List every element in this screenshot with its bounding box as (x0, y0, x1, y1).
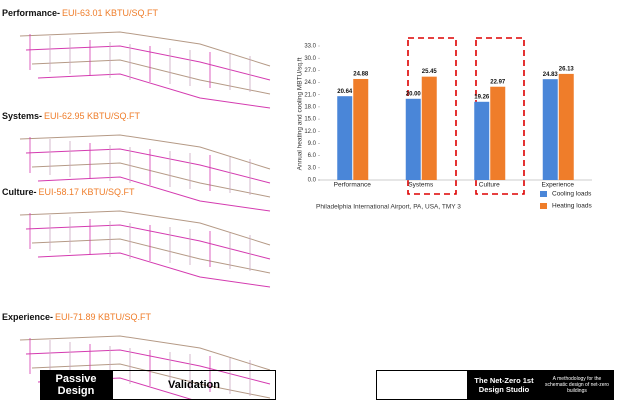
building-line (38, 253, 270, 287)
x-tick-label: Experience (541, 182, 574, 189)
footer-note: A methodology for the schematic design o… (540, 370, 614, 400)
chart: Annual heating and cooling MBTU/sq.ft Ph… (297, 38, 593, 211)
y-tick-label: 24.0 (304, 80, 316, 86)
legend-swatch (540, 191, 547, 197)
page: Performance-EUI-63.01 KBTU/SQ.FT Systems-… (0, 0, 626, 400)
footer-left-subtitle: Validation (112, 370, 276, 400)
building-sketch (20, 211, 270, 287)
y-tick-label: 15.0 (304, 117, 316, 123)
studio-line: Design Studio (479, 385, 529, 394)
value-label: 20.64 (337, 89, 353, 95)
bar (490, 87, 505, 180)
building-sketch (20, 32, 270, 108)
building-line (38, 74, 270, 108)
panel-eui: EUI-58.17 KBTU/SQ.FT (39, 187, 136, 197)
value-label: 22.97 (490, 79, 506, 85)
value-label: 19.26 (474, 94, 490, 100)
bar (353, 79, 368, 180)
value-label: 24.83 (543, 72, 559, 78)
value-label: 26.13 (559, 66, 575, 72)
y-axis-label: Annual heating and cooling MBTU/sq.ft (297, 57, 304, 170)
footer-studio: The Net-Zero 1st Design Studio (468, 370, 540, 400)
bar (422, 77, 437, 180)
y-tick-label: 9.0 (308, 141, 317, 147)
panel-title: Systems- (2, 111, 42, 121)
value-label: 20.00 (406, 91, 422, 97)
building-sketch (20, 135, 270, 211)
legend-swatch (540, 203, 547, 209)
bar (474, 102, 489, 180)
y-tick-label: 12.0 (304, 129, 316, 135)
panel-heading: Culture-EUI-58.17 KBTU/SQ.FT (2, 187, 135, 197)
panel-eui: EUI-71.89 KBTU/SQ.FT (55, 312, 152, 322)
bar (559, 74, 574, 180)
y-tick-label: 0.0 (308, 178, 317, 184)
legend-label: Cooling loads (552, 191, 592, 198)
canvas: Performance-EUI-63.01 KBTU/SQ.FT Systems-… (0, 0, 626, 400)
value-label: 25.45 (422, 69, 438, 75)
y-tick-label: 6.0 (308, 153, 317, 159)
y-tick-label: 30.0 (304, 56, 316, 62)
value-label: 24.88 (353, 72, 369, 78)
panel-title: Performance- (2, 8, 60, 18)
x-tick-label: Culture (479, 182, 500, 189)
x-tick-label: Performance (334, 182, 372, 189)
footer-left-title: Passive Design (40, 370, 112, 400)
panel-title: Experience- (2, 312, 53, 322)
panels: Performance-EUI-63.01 KBTU/SQ.FT Systems-… (2, 8, 270, 400)
caption: Philadelphia International Airport, PA, … (316, 204, 461, 211)
panel-heading: Performance-EUI-63.01 KBTU/SQ.FT (2, 8, 159, 18)
panel-eui: EUI-63.01 KBTU/SQ.FT (62, 8, 159, 18)
panel-heading: Experience-EUI-71.89 KBTU/SQ.FT (2, 312, 152, 322)
footer-info-box (376, 370, 468, 400)
y-tick-label: 21.0 (304, 92, 316, 98)
bar (406, 99, 421, 180)
legend-label: Heating loads (552, 203, 592, 210)
y-tick-label: 33.0 (304, 44, 316, 50)
y-tick-label: 18.0 (304, 104, 316, 110)
panel-heading: Systems-EUI-62.95 KBTU/SQ.FT (2, 111, 141, 121)
bar (337, 96, 352, 180)
y-tick-label: 27.0 (304, 68, 316, 74)
x-tick-label: Systems (408, 182, 434, 189)
panel-title: Culture- (2, 187, 37, 197)
panel-eui: EUI-62.95 KBTU/SQ.FT (44, 111, 141, 121)
y-tick-label: 3.0 (308, 165, 317, 171)
studio-line: The Net-Zero 1st (474, 376, 533, 385)
bar (543, 79, 558, 180)
